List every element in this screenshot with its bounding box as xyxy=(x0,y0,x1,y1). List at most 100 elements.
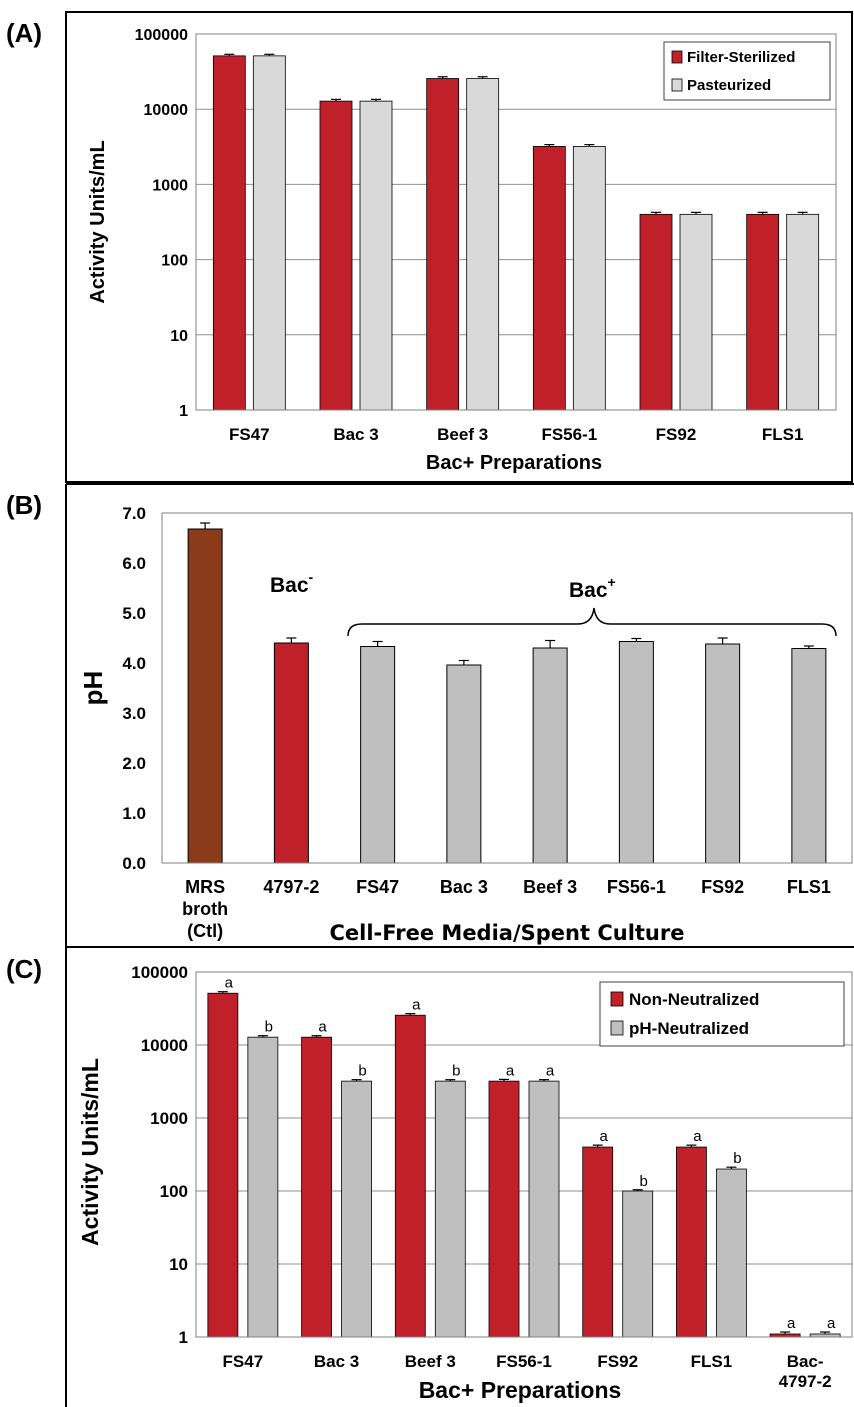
panel-b: (B) 0.0 1.0 2.0 3.0 4.0 5.0 6.0 7.0 MRSbroth(Ct… xyxy=(6,483,854,948)
panel-c-x-axis-label: Bac+ Preparations xyxy=(419,1377,622,1403)
panel-c-legend-label-non-neutralized: Non-Neutralized xyxy=(629,990,759,1009)
c-bar-non-neutralized-fs92 xyxy=(582,1146,614,1338)
a-bar-pasteurized-bac-3 xyxy=(359,100,393,411)
c-bar-non-neutralized-fs47 xyxy=(207,992,239,1338)
c-bar-ph-neutralized-bac-3 xyxy=(341,1080,372,1338)
panel-b-y-ticks: 0.0 1.0 2.0 3.0 4.0 5.0 6.0 7.0 xyxy=(122,504,146,873)
panel-b-x-axis-label: Cell-Free Media/Spent Culture xyxy=(330,921,685,945)
b-bar-beef-3 xyxy=(532,647,568,864)
annotation-bac-plus-sup: + xyxy=(608,574,616,590)
panel-b-letter: (B) xyxy=(6,490,42,520)
c-x-tick-bac-3: Bac 3 xyxy=(314,1352,359,1371)
a-bar-pasteurized-fs56-1 xyxy=(572,146,606,411)
panel-b-plot-frame xyxy=(161,512,853,864)
c-sig-letter-non-neutralized-fls1: a xyxy=(693,1128,702,1145)
c-sig-letter-ph-neutralized-fs56-1: a xyxy=(546,1063,555,1080)
c-bar-ph-neutralized-fs47 xyxy=(247,1036,279,1338)
c-sig-letter-non-neutralized-bac-3: a xyxy=(318,1019,327,1036)
b-x-tick-mrs-broth-ctl-line0: MRS xyxy=(185,877,225,897)
a-bar-filter-sterilized-bac-3 xyxy=(319,100,353,411)
b-y-tick-0-0: 0.0 xyxy=(122,854,146,873)
panel-a-plot-frame xyxy=(195,33,837,411)
b-bar-4797-2 xyxy=(273,642,309,864)
a-bar-filter-sterilized-fs47 xyxy=(212,55,246,411)
a-bar-filter-sterilized-beef-3 xyxy=(426,78,460,411)
panel-a-legend-label-pasteurized: Pasteurized xyxy=(687,77,771,94)
c-bar-ph-neutralized-beef-3 xyxy=(434,1080,466,1338)
c-sig-letter-ph-neutralized-fls1: b xyxy=(733,1150,741,1167)
b-y-tick-6-0: 6.0 xyxy=(122,554,146,573)
panel-c-y-ticks: 1 10 100 1000 10000 100000 xyxy=(131,963,188,1347)
panel-a-legend: Filter-Sterilized Pasteurized xyxy=(663,41,831,101)
annotation-bac-minus-sup: - xyxy=(309,569,314,585)
c-bar-non-neutralized-beef-3 xyxy=(394,1014,426,1338)
c-bar-non-neutralized-fls1 xyxy=(676,1146,707,1338)
panel-a-gridlines xyxy=(196,108,836,336)
panel-c-letter: (C) xyxy=(6,954,42,984)
panel-a-letter: (A) xyxy=(6,18,42,48)
c-sig-letter-non-neutralized-fs92: a xyxy=(600,1128,609,1145)
a-y-tick-100: 100 xyxy=(161,253,188,270)
c-bar-ph-neutralized-fls1 xyxy=(716,1168,747,1338)
panel-c-legend: Non-Neutralized pH-Neutralized xyxy=(599,981,845,1047)
panel-c-legend-label-ph-neutralized: pH-Neutralized xyxy=(629,1019,749,1038)
c-y-tick-1: 1 xyxy=(179,1328,188,1347)
a-y-tick-1000: 1000 xyxy=(152,177,188,194)
panel-a-x-axis-label: Bac+ Preparations xyxy=(426,452,602,474)
b-y-tick-1-0: 1.0 xyxy=(122,804,146,823)
b-bar-bac-3 xyxy=(446,664,482,864)
panel-c-legend-box xyxy=(599,981,845,1047)
c-x-tick-fls1: FLS1 xyxy=(691,1352,733,1371)
b-x-tick-fs56-1: FS56-1 xyxy=(607,877,666,897)
bac-plus-brace xyxy=(347,607,837,637)
panel-c-plot-frame xyxy=(195,971,853,1338)
panel-a-y-ticks: 1 10 100 1000 10000 100000 xyxy=(135,27,188,420)
panel-b-y-axis-label: pH xyxy=(78,671,108,706)
c-sig-letter-ph-neutralized-fs92: b xyxy=(640,1173,648,1190)
a-bar-filter-sterilized-fs92 xyxy=(639,213,673,411)
panel-c-legend-swatch-ph-neutralized xyxy=(610,1020,624,1036)
b-bar-fs47 xyxy=(360,646,396,864)
b-x-tick-fs47: FS47 xyxy=(356,877,399,897)
annotation-bac-minus: Bac- xyxy=(270,569,314,597)
a-bar-pasteurized-fls1 xyxy=(786,213,820,411)
c-sig-letter-non-neutralized-beef-3: a xyxy=(412,997,421,1014)
panel-c-bars: a b a b a b a a a b a b a a xyxy=(207,975,841,1338)
b-bar-mrs-broth-ctl xyxy=(187,528,223,864)
b-x-tick-fls1: FLS1 xyxy=(787,877,831,897)
panel-a-bars xyxy=(212,53,820,411)
annotation-bac-plus: Bac+ xyxy=(569,574,616,602)
panel-a-legend-label-filter-sterilized: Filter-Sterilized xyxy=(687,49,795,66)
panel-c-legend-swatch-non-neutralized xyxy=(610,991,624,1007)
panel-a-frame xyxy=(65,11,853,483)
b-bar-fls1 xyxy=(791,648,827,864)
a-x-tick-fs56-1: FS56-1 xyxy=(541,425,597,444)
c-x-tick-bac-4797-2-line0: Bac- xyxy=(787,1352,824,1371)
b-x-tick-mrs-broth-ctl-line1: broth xyxy=(182,899,228,919)
panel-c-x-ticks: FS47 Bac 3 Beef 3 FS56-1 FS92 FLS1 Bac-4797-2 xyxy=(223,1352,832,1391)
panel-a-legend-swatch-filter-sterilized xyxy=(671,50,683,64)
b-x-tick-mrs-broth-ctl-line2: (Ctl) xyxy=(187,921,223,941)
c-y-tick-1000: 1000 xyxy=(150,1109,188,1128)
b-x-tick-bac-3: Bac 3 xyxy=(440,877,488,897)
a-x-tick-fs92: FS92 xyxy=(656,425,697,444)
b-y-tick-7-0: 7.0 xyxy=(122,504,146,523)
c-sig-letter-ph-neutralized-beef-3: b xyxy=(452,1063,460,1080)
a-x-tick-bac-3: Bac 3 xyxy=(333,425,378,444)
b-y-tick-4-0: 4.0 xyxy=(122,654,146,673)
annotation-bac-minus-text: Bac xyxy=(270,574,309,597)
c-bar-non-neutralized-fs56-1 xyxy=(488,1080,520,1338)
c-y-tick-100: 100 xyxy=(160,1182,188,1201)
a-y-tick-10000: 10000 xyxy=(144,102,189,119)
a-y-tick-100000: 100000 xyxy=(135,27,188,44)
panel-a-y-axis-label: Activity Units/mL xyxy=(87,140,109,303)
panel-b-bars xyxy=(187,522,827,864)
a-x-tick-fls1: FLS1 xyxy=(762,425,804,444)
c-bar-ph-neutralized-fs92 xyxy=(622,1190,654,1338)
panel-a-legend-swatch-pasteurized xyxy=(671,78,683,92)
panel-c-y-axis-label: Activity Units/mL xyxy=(77,1058,103,1246)
c-sig-letter-ph-neutralized-fs47: b xyxy=(265,1019,273,1036)
c-y-tick-10000: 10000 xyxy=(141,1036,188,1055)
c-x-tick-fs92: FS92 xyxy=(597,1352,638,1371)
